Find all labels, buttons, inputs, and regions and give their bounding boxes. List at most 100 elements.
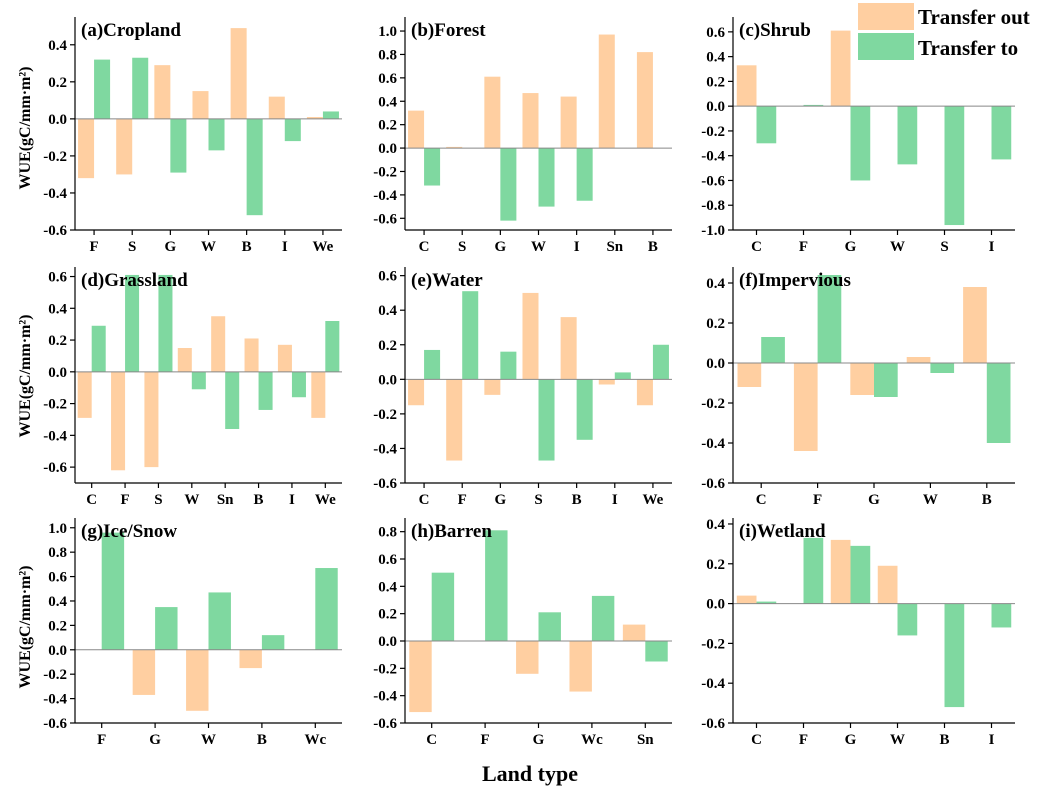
x-tick-label: B	[257, 732, 267, 748]
bar-transfer-to-We	[322, 111, 339, 119]
x-tick-label: I	[612, 492, 618, 508]
bar-transfer-out-G	[154, 65, 171, 119]
x-tick-label: S	[458, 239, 466, 255]
bar-transfer-out-G	[484, 76, 501, 149]
y-tick-label: -0.2	[701, 124, 725, 140]
x-tick-label: G	[845, 732, 857, 748]
bar-transfer-to-Wc	[591, 595, 615, 641]
bar-transfer-to-B	[261, 635, 285, 650]
y-tick-label: -0.4	[373, 441, 397, 457]
bar-transfer-to-Sn	[225, 371, 240, 429]
y-axis-label-row-1: WUE(gC/mm·m²)	[17, 67, 34, 190]
legend-swatch-transfer-out	[858, 3, 914, 30]
panel-9: C F G W B I -0.6 -0.4 -0.2 0.0 0.2 0.4 (i)Wetland	[701, 517, 1015, 748]
y-tick-label: 0.0	[48, 643, 67, 659]
panel-title: (d)Grassland	[81, 270, 188, 291]
bar-transfer-to-W	[897, 106, 918, 165]
x-tick-label: I	[989, 239, 995, 255]
x-tick-label: G	[165, 239, 177, 255]
bar-transfer-out-I	[560, 96, 577, 149]
y-tick-label: -0.6	[701, 716, 725, 732]
legend-swatch-transfer-to	[858, 33, 914, 60]
y-tick-label: -0.6	[373, 211, 397, 227]
x-tick-label: C	[751, 732, 762, 748]
bar-transfer-to-W	[191, 371, 206, 390]
panel-4: C F S W Sn B I We -0.6 -0.4 -0.2 0.0 0.2 0.4 0.6 (d)Gra…	[43, 267, 342, 508]
y-tick-label: 0.2	[48, 333, 67, 349]
x-axis-label: Land type	[482, 761, 578, 786]
bar-transfer-to-W	[930, 363, 955, 373]
x-tick-label: G	[495, 239, 507, 255]
x-tick-label: W	[531, 239, 546, 255]
bar-transfer-out-S	[116, 118, 133, 175]
x-tick-label: We	[315, 492, 336, 508]
bar-transfer-out-B	[244, 338, 259, 372]
y-tick-label: 0.4	[378, 303, 397, 319]
y-axis-label: WUE(gC/mm·m²)	[17, 566, 34, 689]
x-tick-label: S	[154, 492, 162, 508]
x-tick-label: F	[481, 732, 490, 748]
x-tick-label: C	[419, 492, 430, 508]
bar-transfer-out-C	[736, 65, 757, 107]
x-tick-label: G	[868, 492, 880, 508]
bar-transfer-to-G	[155, 607, 178, 650]
x-tick-label: S	[128, 239, 136, 255]
bar-transfer-out-B	[230, 28, 247, 119]
y-tick-label: -0.6	[701, 173, 725, 189]
bar-transfer-out-S	[522, 292, 539, 380]
bar-transfer-to-S	[538, 379, 555, 461]
y-axis-label-row-2: WUE(gC/mm·m²)	[17, 315, 34, 438]
bar-transfer-out-C	[737, 363, 762, 387]
bar-transfer-to-S	[158, 274, 173, 372]
bar-transfer-out-W	[906, 357, 931, 363]
x-tick-label: Wc	[581, 732, 603, 748]
bar-transfer-out-G	[484, 379, 501, 395]
bar-transfer-out-C	[736, 595, 757, 604]
y-tick-label: 1.0	[48, 521, 67, 537]
y-tick-label: 0.6	[378, 552, 397, 568]
y-tick-label: 0.4	[48, 594, 67, 610]
y-tick-label: 0.0	[706, 597, 725, 613]
x-tick-label: Sn	[637, 732, 654, 748]
y-tick-label: 0.2	[706, 316, 725, 332]
panel-2: C S G W I Sn B -0.6 -0.4 -0.2 0.0 0.2 0.4 0.6 0.8 1.0 (b…	[373, 17, 672, 255]
y-tick-label: -0.4	[43, 186, 67, 202]
y-axis-label-row-3: WUE(gC/mm·m²)	[17, 566, 34, 689]
y-tick-label: 0.6	[706, 25, 725, 41]
bar-transfer-to-C	[91, 325, 106, 372]
y-tick-label: -0.4	[373, 689, 397, 705]
y-tick-label: -0.2	[43, 397, 67, 413]
y-tick-label: 0.0	[706, 99, 725, 115]
x-tick-label: S	[534, 492, 542, 508]
bar-transfer-to-Wc	[315, 568, 338, 650]
x-tick-label: G	[533, 732, 545, 748]
bar-transfer-out-G	[850, 363, 874, 395]
x-tick-label: S	[940, 239, 948, 255]
x-tick-label: G	[845, 239, 857, 255]
y-tick-label: 0.0	[378, 372, 397, 388]
bar-transfer-out-B	[636, 52, 653, 149]
legend-label-transfer-to: Transfer to	[918, 36, 1018, 60]
x-tick-label: C	[419, 239, 430, 255]
bar-transfer-to-We	[652, 344, 669, 380]
bar-transfer-to-S	[944, 106, 965, 226]
bar-transfer-to-F	[817, 275, 842, 363]
panels-group: F S G W B I We -0.6 -0.4 -0.2 0.0 0.2 0.4 (a)Cropland…	[43, 17, 1015, 748]
y-tick-label: 0.4	[706, 50, 725, 66]
bar-transfer-out-Sn	[598, 34, 615, 149]
x-tick-label: G	[495, 492, 507, 508]
y-tick-label: 0.4	[378, 94, 397, 110]
panel-title: (h)Barren	[411, 521, 492, 542]
panel-3: C F G W S I -1.0 -0.8 -0.6 -0.4 -0.2 0.0 0.2 0.4 0.6 (c…	[701, 17, 1015, 255]
y-tick-label: 0.2	[378, 338, 397, 354]
panel-title: (i)Wetland	[739, 521, 826, 542]
y-tick-label: 0.4	[48, 38, 67, 54]
panel-8: C F G Wc Sn -0.6 -0.4 -0.2 0.0 0.2 0.4 0.6 0.8 (h)Bar…	[373, 518, 672, 748]
y-tick-label: 0.6	[48, 570, 67, 586]
bar-transfer-out-I	[277, 344, 292, 372]
x-tick-label: I	[282, 239, 288, 255]
bar-transfer-to-I	[284, 118, 301, 142]
bar-transfer-to-C	[431, 572, 455, 641]
x-tick-label: W	[923, 492, 938, 508]
bar-transfer-out-S	[446, 146, 463, 149]
